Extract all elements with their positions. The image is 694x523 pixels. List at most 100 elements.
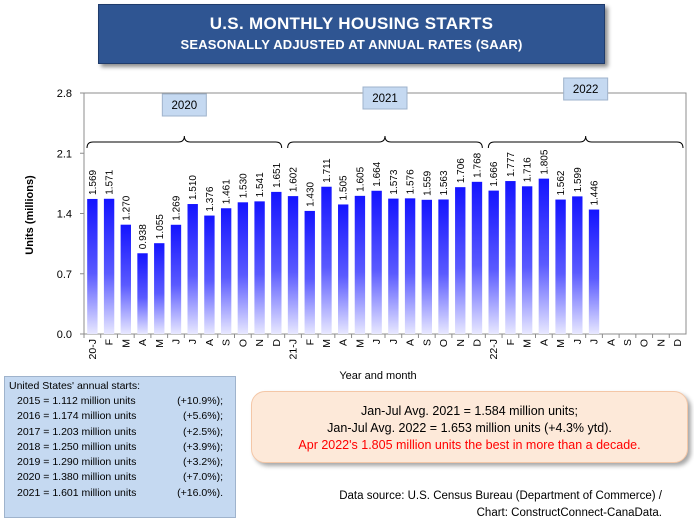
source-note: Data source: U.S. Census Bureau (Departm… [300, 488, 662, 522]
x-tick-label: A [538, 339, 550, 346]
avg-2021-text: Jan-Jul Avg. 2021 = 1.584 million units; [361, 404, 578, 418]
bar-value-label: 1.541 [255, 172, 266, 197]
y-tick-label: 1.4 [57, 209, 72, 221]
year-label-box [362, 86, 408, 110]
bar [538, 178, 550, 334]
bar [187, 204, 198, 334]
annual-row-value: 2015 = 1.112 million units [17, 395, 136, 407]
x-tick-label: M [321, 339, 333, 348]
bar [521, 186, 533, 334]
year-label-box [563, 77, 609, 101]
bar-value-label: 1.571 [105, 169, 116, 194]
bar-value-label: 1.530 [238, 173, 249, 198]
source-line-2: Chart: ConstructConnect-CanaData. [476, 507, 662, 519]
bar-value-label: 1.569 [88, 169, 99, 194]
annual-row-change: (+2.5%); [183, 425, 223, 438]
bar [137, 253, 148, 334]
bar [438, 199, 449, 334]
annual-row: 2018 = 1.250 million units (+3.9%); [17, 440, 235, 455]
bar [371, 190, 382, 334]
bar [421, 199, 432, 334]
annual-row-value: 2019 = 1.290 million units [17, 456, 137, 469]
bar-value-label: 1.573 [389, 169, 400, 194]
x-tick-label: M [555, 339, 567, 348]
annual-row-value: 2020 = 1.380 million units [17, 471, 137, 484]
annual-row-value: 2021 = 1.601 million units [17, 486, 137, 499]
annual-row: 2017 = 1.203 million units (+2.5%); [17, 425, 235, 440]
bar [204, 215, 215, 334]
annual-row-value: 2017 = 1.203 million units [17, 425, 137, 438]
plot-frame [83, 92, 687, 335]
x-tick-label: S [622, 339, 634, 346]
x-tick-label: M [154, 339, 166, 348]
bar-value-label: 0.938 [138, 224, 149, 249]
source-line-1: Data source: U.S. Census Bureau (Departm… [339, 490, 662, 502]
y-tick-label: 0.0 [57, 329, 72, 341]
year-brace [287, 135, 483, 149]
chart-title: U.S. MONTHLY HOUSING STARTS [209, 14, 494, 33]
bar [354, 195, 366, 334]
bar-value-label: 1.651 [272, 162, 283, 187]
year-brace [487, 135, 684, 149]
bar-value-label: 1.716 [523, 157, 534, 182]
annual-starts-header: United States' annual starts: [9, 380, 140, 392]
bar [555, 199, 566, 334]
bar [254, 201, 265, 334]
annual-row-value: 2016 = 1.174 million units [17, 410, 137, 423]
bar [488, 190, 499, 334]
bar [588, 209, 600, 334]
bar-value-label: 1.599 [573, 167, 584, 192]
bar [237, 202, 249, 334]
x-tick-label: J [371, 339, 383, 344]
x-tick-label: M [120, 339, 132, 348]
x-tick-label: O [438, 339, 450, 347]
x-tick-label: J [388, 339, 400, 344]
y-tick-label: 2.8 [57, 88, 72, 100]
bar [103, 198, 115, 334]
bar [471, 181, 483, 334]
bar-value-label: 1.559 [422, 170, 433, 195]
bar-value-label: 1.563 [439, 170, 450, 195]
annual-row: 2021 = 1.601 million units (+16.0%). [17, 486, 235, 501]
bar-value-label: 1.666 [489, 161, 500, 186]
bar-value-label: 1.446 [590, 180, 601, 205]
bar [87, 198, 98, 334]
x-tick-label: M [522, 339, 534, 348]
bar-value-label: 1.602 [289, 167, 300, 192]
annual-row-change: (+3.2%); [183, 456, 223, 469]
bar-value-label: 1.376 [205, 186, 216, 211]
x-tick-label: N [455, 339, 467, 347]
x-tick-label: 21-J [288, 339, 300, 359]
annual-row: 2015 = 1.112 million units (+10.9%); [17, 394, 235, 409]
bar-value-label: 1.664 [372, 161, 383, 186]
annual-row: 2020 = 1.380 million units (+7.0%); [17, 470, 235, 485]
x-tick-label: A [405, 339, 417, 346]
bar-value-label: 1.270 [121, 195, 132, 220]
bar-value-label: 1.605 [355, 166, 366, 191]
bar [572, 196, 583, 334]
bar-value-label: 1.711 [322, 158, 333, 183]
bar-value-label: 1.269 [171, 195, 182, 220]
year-label-box [161, 93, 207, 117]
bar-value-label: 1.706 [456, 158, 467, 183]
bar-value-label: 1.055 [155, 214, 166, 239]
x-tick-label: D [471, 339, 483, 347]
bar-value-label: 1.576 [406, 169, 417, 194]
record-note-text: Apr 2022's 1.805 million units the best … [298, 438, 641, 452]
annual-row-change: (+5.6%); [183, 410, 223, 423]
bar [271, 191, 282, 334]
bar-value-label: 1.505 [339, 175, 350, 200]
bar-chart: 0.0 0.7 1.4 2.1 2.8 1.569 20-J 1.571 F 1.270 M 0.93… [24, 77, 687, 380]
x-tick-label: N [655, 339, 667, 347]
bar-value-label: 1.805 [539, 149, 550, 174]
x-tick-label: F [104, 339, 116, 345]
bar [287, 196, 299, 334]
y-tick-label: 0.7 [57, 269, 72, 281]
x-tick-label: S [221, 339, 233, 346]
x-tick-label: N [254, 339, 266, 347]
x-tick-label: J [572, 339, 584, 344]
bar [321, 186, 332, 334]
bar [388, 198, 399, 334]
year-label: 2020 [172, 100, 198, 112]
x-tick-label: A [204, 339, 216, 346]
